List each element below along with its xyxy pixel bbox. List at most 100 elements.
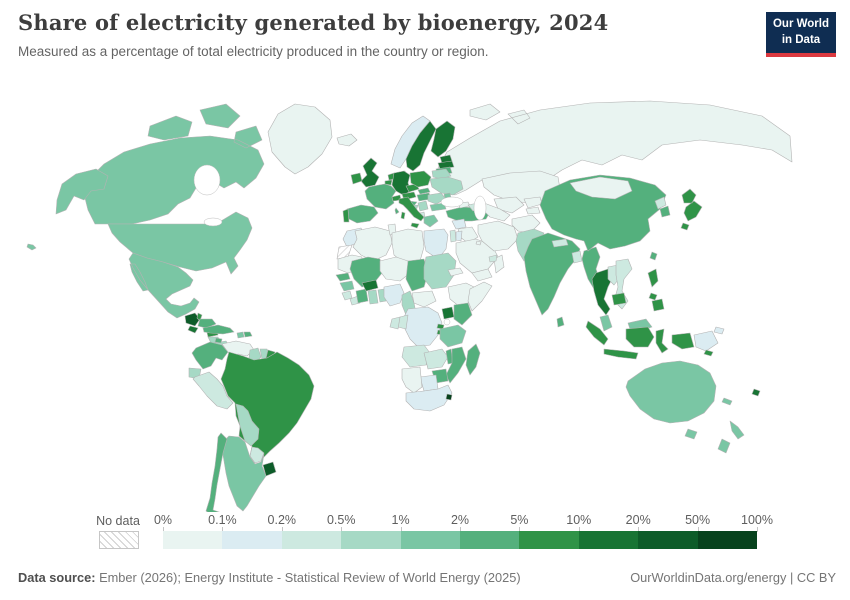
country-united-arab-emirates[interactable] — [488, 254, 498, 263]
country-uruguay[interactable] — [262, 461, 277, 477]
country-kenya[interactable] — [453, 302, 473, 326]
country-belgium[interactable] — [384, 179, 393, 186]
country-peru[interactable] — [192, 371, 234, 410]
country-senegal[interactable] — [335, 272, 351, 282]
country-poland[interactable] — [409, 170, 432, 188]
legend-tick-mark — [222, 527, 224, 532]
country-slovakia[interactable] — [417, 187, 431, 195]
country-cambodia[interactable] — [611, 292, 627, 306]
country-madagascar[interactable] — [465, 343, 481, 376]
country-colombia[interactable] — [191, 341, 229, 370]
legend-bin-0-0.1%[interactable] — [163, 531, 223, 549]
legend-bin-10-20%[interactable] — [578, 531, 639, 549]
country-finland[interactable] — [430, 120, 456, 158]
owid-logo[interactable]: Our World in Data — [766, 12, 836, 57]
country-gabon[interactable] — [389, 316, 401, 330]
country-canada[interactable] — [83, 103, 265, 225]
legend-no-data-swatch[interactable] — [99, 531, 139, 549]
country-spain[interactable] — [344, 204, 379, 224]
country-tanzania[interactable] — [439, 324, 467, 348]
country-guinea[interactable] — [339, 280, 355, 292]
country-china[interactable] — [539, 174, 667, 252]
country-greece[interactable] — [423, 214, 439, 228]
country-philippines[interactable] — [647, 268, 665, 312]
country-south-korea[interactable] — [659, 205, 671, 218]
legend-bin-0.2-0.5%[interactable] — [281, 531, 342, 549]
country-ukraine[interactable] — [429, 176, 464, 196]
country-burkina-faso[interactable] — [361, 279, 379, 292]
country-fiji[interactable] — [751, 388, 761, 397]
country-yemen[interactable] — [471, 268, 493, 282]
country-argentina[interactable] — [221, 435, 267, 512]
country-italy[interactable] — [398, 196, 425, 229]
country-cuba[interactable] — [202, 324, 235, 335]
country-israel[interactable] — [449, 229, 457, 243]
country-algeria[interactable] — [352, 226, 393, 262]
legend-bin-0.1-0.2%[interactable] — [222, 531, 282, 549]
country-central-african-republic[interactable] — [411, 290, 437, 308]
country-tajikistan[interactable] — [525, 206, 541, 215]
country-solomon-islands[interactable] — [703, 349, 714, 357]
country-sudan[interactable] — [423, 252, 457, 290]
footer-link[interactable]: OurWorldinData.org/energy | CC BY — [630, 570, 836, 585]
country-haiti[interactable] — [236, 331, 245, 339]
country-indonesia[interactable] — [585, 320, 695, 360]
country-guatemala[interactable] — [184, 312, 201, 327]
country-portugal[interactable] — [342, 208, 350, 223]
legend-bin-1-2%[interactable] — [400, 531, 461, 549]
country-angola[interactable] — [401, 344, 431, 368]
country-mexico[interactable] — [128, 252, 200, 319]
country-uganda[interactable] — [441, 306, 455, 320]
country-zambia[interactable] — [423, 348, 449, 370]
country-papua-new-guinea[interactable] — [693, 326, 725, 352]
country-india[interactable] — [523, 232, 581, 316]
country-paraguay[interactable] — [249, 446, 265, 464]
country-kyrgyzstan[interactable] — [523, 196, 543, 209]
country-somalia[interactable] — [467, 281, 493, 312]
country-botswana[interactable] — [419, 374, 439, 392]
legend-bin-0.5-1%[interactable] — [341, 531, 401, 549]
legend-bin-50-100%[interactable] — [697, 531, 758, 549]
legend-bin-5-10%[interactable] — [519, 531, 579, 549]
country-nepal[interactable] — [551, 238, 569, 248]
country-eswatini[interactable] — [445, 393, 453, 401]
country-new-caledonia[interactable] — [721, 397, 733, 406]
country-mozambique[interactable] — [445, 346, 467, 384]
country-serbia[interactable] — [417, 200, 429, 212]
country-mongolia[interactable] — [569, 176, 633, 200]
country-taiwan[interactable] — [649, 251, 658, 261]
country-honduras[interactable] — [197, 318, 217, 329]
country-el-salvador[interactable] — [187, 325, 199, 334]
country-bangladesh[interactable] — [571, 250, 583, 264]
country-kuwait[interactable] — [475, 240, 482, 246]
country-japan[interactable] — [680, 188, 703, 231]
country-new-zealand[interactable] — [717, 420, 745, 454]
country-jamaica[interactable] — [214, 337, 223, 344]
country-sweden[interactable] — [405, 120, 437, 172]
legend-bin-2-5%[interactable] — [460, 531, 520, 549]
legend-bin-20-50%[interactable] — [638, 531, 698, 549]
country-bolivia[interactable] — [235, 403, 260, 447]
country-uzbekistan[interactable] — [493, 196, 525, 214]
country-united-kingdom[interactable] — [360, 157, 380, 188]
country-nigeria[interactable] — [383, 283, 405, 307]
country-sri-lanka[interactable] — [556, 316, 565, 328]
country-ivory-coast[interactable] — [355, 288, 369, 304]
country-australia[interactable] — [625, 360, 717, 440]
country-north-korea[interactable] — [654, 196, 667, 210]
country-bulgaria[interactable] — [429, 202, 447, 212]
country-eritrea[interactable] — [447, 267, 464, 277]
country-ghana[interactable] — [367, 289, 379, 305]
country-chile[interactable] — [205, 432, 228, 512]
country-democratic-republic-of-congo[interactable] — [403, 306, 443, 348]
country-syria[interactable] — [451, 218, 467, 230]
country-ireland[interactable] — [350, 172, 363, 185]
country-chad[interactable] — [405, 258, 429, 292]
country-iceland[interactable] — [336, 133, 358, 147]
country-jordan[interactable] — [455, 230, 463, 242]
country-iran[interactable] — [477, 220, 519, 252]
country-greenland[interactable] — [267, 103, 333, 175]
country-dominican-republic[interactable] — [243, 331, 253, 338]
country-niger[interactable] — [379, 256, 411, 282]
country-namibia[interactable] — [401, 366, 423, 394]
